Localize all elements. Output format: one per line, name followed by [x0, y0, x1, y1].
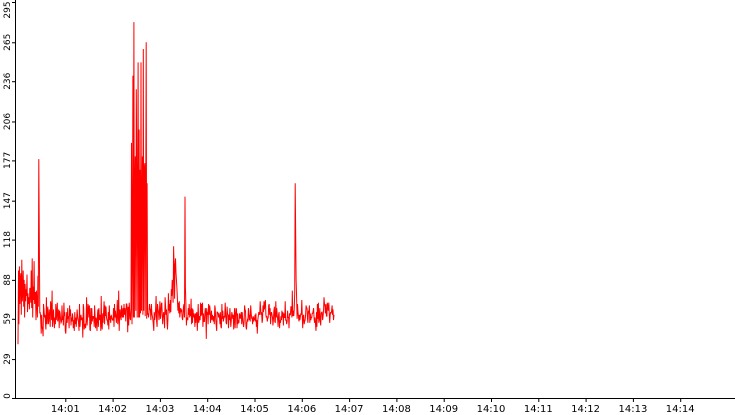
series-line-0	[17, 22, 335, 345]
y-tick-label: 295	[3, 1, 13, 18]
y-tick-label: 59	[3, 313, 13, 325]
x-tick-label: 14:04	[193, 404, 222, 415]
x-tick-label: 14:08	[382, 404, 411, 415]
x-tick-label: 14:01	[51, 404, 80, 415]
y-tick-label: 236	[3, 72, 13, 89]
x-tick-label: 14:11	[524, 404, 553, 415]
y-tick-group: 0 29 59 88 118 147 177 206 236 265 295	[3, 1, 15, 399]
x-tick-label: 14:10	[477, 404, 506, 415]
y-tick-label: 206	[3, 113, 13, 130]
chart-axes	[15, 0, 735, 399]
x-tick-label: 14:14	[666, 404, 695, 415]
y-tick-label: 118	[3, 231, 13, 248]
y-tick-label: 177	[3, 152, 13, 169]
x-tick-label: 14:06	[287, 404, 316, 415]
x-tick-label: 14:07	[335, 404, 364, 415]
series-layer	[17, 22, 335, 345]
x-tick-label: 14:12	[571, 404, 600, 415]
x-tick-label: 14:13	[618, 404, 647, 415]
x-tick-group: 14:01 14:02 14:03 14:04 14:05 14:06 14:07 14:08…	[51, 398, 695, 415]
x-tick-label: 14:03	[145, 404, 174, 415]
y-tick-label: 265	[3, 34, 13, 51]
y-tick-label: 29	[3, 353, 13, 365]
y-tick-label: 147	[3, 192, 13, 209]
y-tick-label: 0	[3, 393, 13, 399]
y-tick-label: 88	[3, 274, 13, 286]
x-tick-label: 14:02	[98, 404, 127, 415]
x-tick-label: 14:05	[240, 404, 269, 415]
x-tick-label: 14:09	[429, 404, 458, 415]
